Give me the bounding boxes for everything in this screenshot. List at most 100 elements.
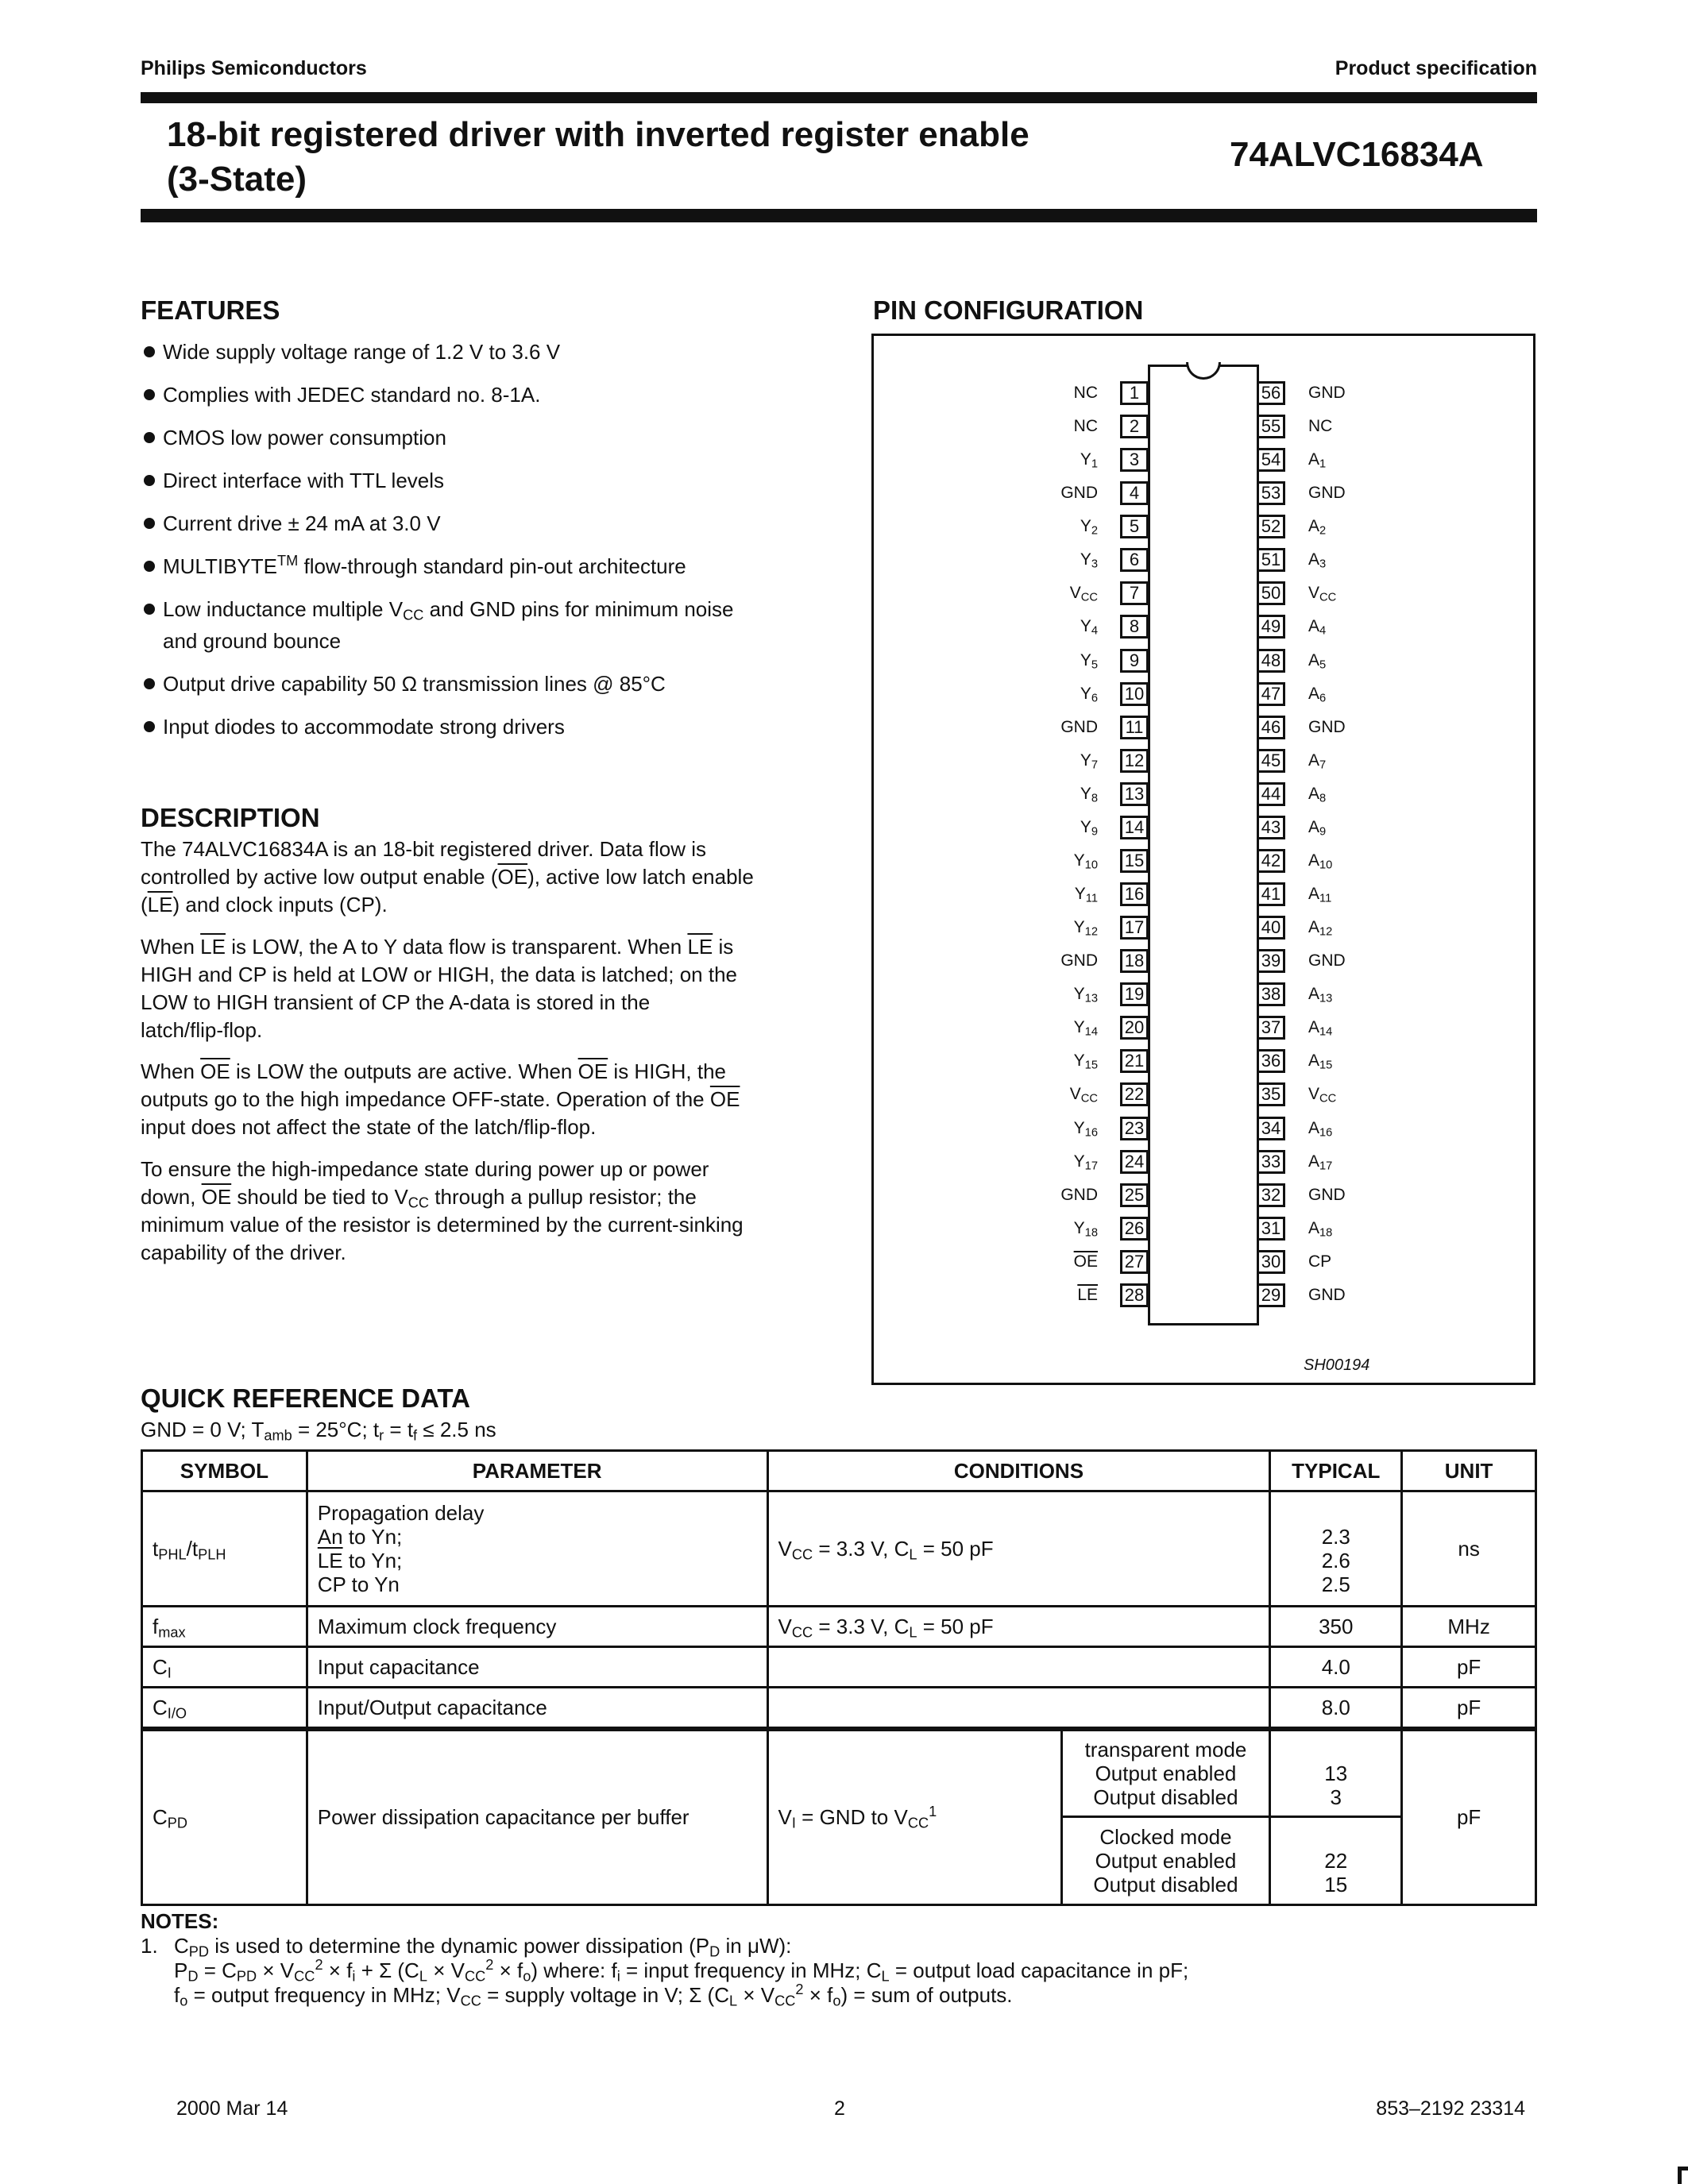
pin-number: 29 <box>1257 1283 1285 1307</box>
figure-id: SH00194 <box>1304 1356 1370 1374</box>
pin-label: OE <box>1073 1252 1098 1271</box>
pin-label: A10 <box>1308 851 1333 872</box>
pin-number: 40 <box>1257 916 1285 940</box>
pin-number: 6 <box>1120 548 1149 573</box>
pin-number: 23 <box>1120 1116 1149 1140</box>
pin-number: 4 <box>1120 481 1149 506</box>
note-number: 1. <box>141 1934 158 1958</box>
pin-label: GND <box>1308 1285 1346 1304</box>
features-list: Wide supply voltage range of 1.2 V to 3.… <box>141 336 733 754</box>
pin-number: 7 <box>1120 581 1149 606</box>
pin-number: 55 <box>1257 415 1285 439</box>
pin-label: GND <box>1308 384 1346 402</box>
symbol-cell: tPHL/tPLH <box>141 1490 308 1607</box>
pin-label: Y8 <box>1080 784 1098 805</box>
description-body: The 74ALVC16834A is an 18-bit registered… <box>141 835 754 1280</box>
text-line: LOW to HIGH transient of CP the A-data i… <box>141 990 651 1014</box>
note-line: PD = CPD × VCC2 × fi + Σ (CL × VCC2 × fo… <box>174 1957 1189 1985</box>
typical-cell: 350 <box>1269 1605 1404 1648</box>
unit-cell: MHz <box>1400 1605 1537 1648</box>
pin-label: A4 <box>1308 617 1327 639</box>
description-paragraph: To ensure the high-impedance state durin… <box>141 1156 754 1267</box>
feature-item: Complies with JEDEC standard no. 8-1A. <box>141 379 733 411</box>
header-rule <box>141 92 1537 103</box>
pin-number: 42 <box>1257 848 1285 873</box>
note-line: CPD is used to determine the dynamic pow… <box>174 1934 792 1960</box>
pin-number: 20 <box>1120 1016 1149 1040</box>
pin-label: GND <box>1308 484 1346 503</box>
pin-number: 18 <box>1120 949 1149 974</box>
pin-label: Y7 <box>1080 751 1098 772</box>
pin-label: VCC <box>1069 1085 1098 1106</box>
col-conditions: CONDITIONS <box>766 1449 1272 1492</box>
pin-number: 37 <box>1257 1016 1285 1040</box>
pin-number: 1 <box>1120 381 1149 405</box>
pin-label: GND <box>1060 1185 1098 1204</box>
pin-label: Y11 <box>1074 885 1098 905</box>
chip-body <box>1148 365 1259 1325</box>
pin-diagram-frame <box>871 334 1535 1385</box>
pin-label: Y5 <box>1080 650 1098 672</box>
conditions-cell <box>766 1686 1272 1730</box>
table-header-row: SYMBOL PARAMETER CONDITIONS TYPICAL UNIT <box>141 1449 1537 1492</box>
quick-reference-table: SYMBOL PARAMETER CONDITIONS TYPICAL UNIT… <box>141 1449 1537 1906</box>
features-heading: FEATURES <box>141 295 280 325</box>
pin-number: 33 <box>1257 1149 1285 1174</box>
pin-label: Y9 <box>1080 817 1098 839</box>
pin-number: 54 <box>1257 448 1285 473</box>
pin-label: LE <box>1077 1285 1098 1304</box>
parameter-cell: Propagation delay An to Yn; LE to Yn; CP to… <box>305 1490 769 1607</box>
quick-ref-heading: QUICK REFERENCE DATA <box>141 1383 470 1413</box>
pin-label: A11 <box>1308 885 1332 905</box>
pin-number: 27 <box>1120 1249 1149 1274</box>
pin-number: 51 <box>1257 548 1285 573</box>
symbol-cell: CI/O <box>141 1686 308 1730</box>
pin-number: 52 <box>1257 515 1285 539</box>
unit-cell: pF <box>1400 1646 1537 1688</box>
pin-label: GND <box>1308 717 1346 736</box>
pin-number: 50 <box>1257 581 1285 606</box>
col-typical: TYPICAL <box>1269 1449 1404 1492</box>
pin-label: A16 <box>1308 1118 1333 1140</box>
pin-label: Y2 <box>1080 517 1098 538</box>
mode-cell: Clocked mode Output enabled Output disable… <box>1060 1815 1272 1906</box>
pin-number: 12 <box>1120 748 1149 773</box>
col-parameter: PARAMETER <box>305 1449 769 1492</box>
text-line: controlled by active low output enable (… <box>141 865 754 889</box>
table-row: CI Input capacitance 4.0 pF <box>141 1646 1537 1688</box>
pin-label: Y4 <box>1080 617 1098 639</box>
title-line-1: 18-bit registered driver with inverted r… <box>167 115 1029 154</box>
crop-mark <box>1678 2167 1688 2170</box>
pin-number: 15 <box>1120 848 1149 873</box>
pin-label: A12 <box>1308 918 1333 939</box>
pin-label: A2 <box>1308 517 1327 538</box>
typical-cell: 22 15 <box>1269 1815 1404 1906</box>
pin-number: 35 <box>1257 1082 1285 1107</box>
pin-number: 34 <box>1257 1116 1285 1140</box>
pin-label: GND <box>1308 951 1346 970</box>
pin-label: Y18 <box>1073 1218 1098 1240</box>
pin-number: 56 <box>1257 381 1285 405</box>
feature-item: Direct interface with TTL levels <box>141 465 733 496</box>
conditions-cell: VCC = 3.3 V, CL = 50 pF <box>766 1490 1272 1607</box>
quick-ref-conditions: GND = 0 V; Tamb = 25°C; tr = tf ≤ 2.5 ns <box>141 1418 496 1444</box>
pin-label: NC <box>1308 417 1333 436</box>
feature-item: Input diodes to accommodate strong drive… <box>141 711 733 743</box>
parameter-cell: Power dissipation capacitance per buffer <box>305 1727 769 1906</box>
parameter-cell: Input capacitance <box>305 1646 769 1688</box>
pin-label: Y13 <box>1073 985 1098 1005</box>
pin-label: GND <box>1308 1185 1346 1204</box>
text-line: capability of the driver. <box>141 1240 346 1264</box>
text-line: To ensure the high-impedance state durin… <box>141 1156 709 1181</box>
symbol-cell: CI <box>141 1646 308 1688</box>
pin-label: Y6 <box>1080 684 1098 705</box>
pin-number: 11 <box>1120 715 1149 739</box>
description-paragraph: When OE is LOW the outputs are active. W… <box>141 1058 754 1141</box>
feature-item: CMOS low power consumption <box>141 422 733 453</box>
pin-number: 9 <box>1120 648 1149 673</box>
pin-label: NC <box>1073 384 1098 402</box>
pin-label: A7 <box>1308 751 1327 772</box>
conditions-cell <box>766 1646 1272 1688</box>
pin-label: A15 <box>1308 1051 1333 1073</box>
pin-label: Y1 <box>1080 450 1098 471</box>
